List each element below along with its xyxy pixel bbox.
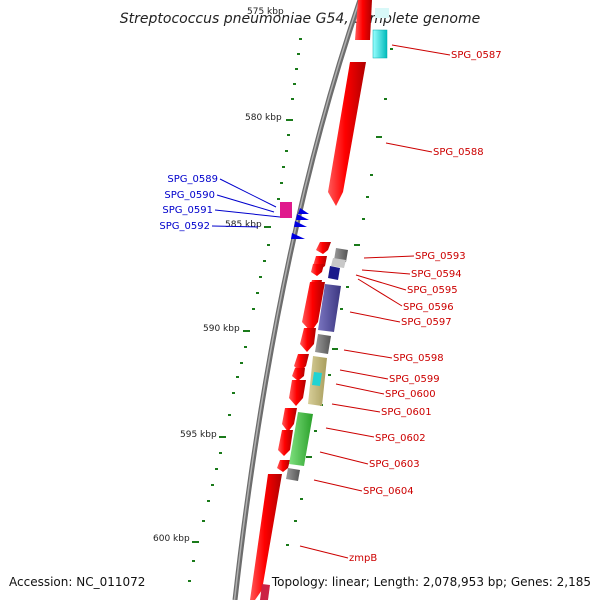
gene-label-spg-0587[interactable]: SPG_0587 [451,50,502,61]
ruler-label-600: 600 kbp [153,534,190,544]
genome-backbone [232,0,363,600]
cds-features-plus [250,0,372,600]
gene-box-cyan-2 [312,372,322,386]
gene-box-gray-3 [286,468,300,481]
gene-label-spg-0588[interactable]: SPG_0588 [433,147,484,158]
ruler-label-590: 590 kbp [203,324,240,334]
gene-label-spg-0597[interactable]: SPG_0597 [401,317,452,328]
gene-label-spg-0593[interactable]: SPG_0593 [415,251,466,262]
gene-label-spg-0603[interactable]: SPG_0603 [369,459,420,470]
gene-label-spg-0601[interactable]: SPG_0601 [381,407,432,418]
ruler-label-580: 580 kbp [245,113,282,123]
gene-label-spg-0591[interactable]: SPG_0591 [162,205,213,216]
gene-label-spg-0594[interactable]: SPG_0594 [411,269,462,280]
plus-leader-lines [299,44,451,559]
ruler-label-585: 585 kbp [225,220,262,230]
gene-label-spg-0602[interactable]: SPG_0602 [375,433,426,444]
topology-text: Topology: linear; Length: 2,078,953 bp; … [271,575,591,589]
gene-label-spg-0598[interactable]: SPG_0598 [393,353,444,364]
minus-leader-lines [211,178,281,228]
accession-text: Accession: NC_011072 [9,575,145,589]
gene-box-green [289,412,313,466]
gene-label-spg-0590[interactable]: SPG_0590 [164,190,215,201]
gene-label-spg-0600[interactable]: SPG_0600 [385,389,436,400]
gene-label-spg-0592[interactable]: SPG_0592 [159,221,210,232]
ruler-dots-right [286,48,393,546]
gene-label-spg-0596[interactable]: SPG_0596 [403,302,454,313]
gene-label-spg-0604[interactable]: SPG_0604 [363,486,414,497]
ruler-label-595: 595 kbp [180,430,217,440]
gene-label-spg-0589[interactable]: SPG_0589 [167,174,218,185]
gene-box-cyan [372,29,388,59]
gene-labels-minus: SPG_0589 SPG_0590 SPG_0591 SPG_0592 [159,174,218,232]
cds-features-minus [280,202,309,239]
gene-box-lightgray [331,258,346,268]
gene-box-gray-2 [315,334,331,354]
map-title: Streptococcus pneumoniae G54, complete g… [120,11,480,27]
ruler-label-575: 575 kbp [247,7,284,17]
ruler-dots [188,38,302,582]
gene-label-zmpb[interactable]: zmpB [349,553,377,564]
gene-box-navy [328,266,340,280]
ruler-labels: 575 kbp 580 kbp 585 kbp 590 kbp 595 kbp … [153,7,284,544]
gene-labels-plus: SPG_0587 SPG_0588 SPG_0593 SPG_0594 SPG_… [349,50,502,564]
gene-label-spg-0599[interactable]: SPG_0599 [389,374,440,385]
gene-label-spg-0595[interactable]: SPG_0595 [407,285,458,296]
gene-box-gray-1 [334,248,348,262]
gene-box-purple [318,284,341,332]
